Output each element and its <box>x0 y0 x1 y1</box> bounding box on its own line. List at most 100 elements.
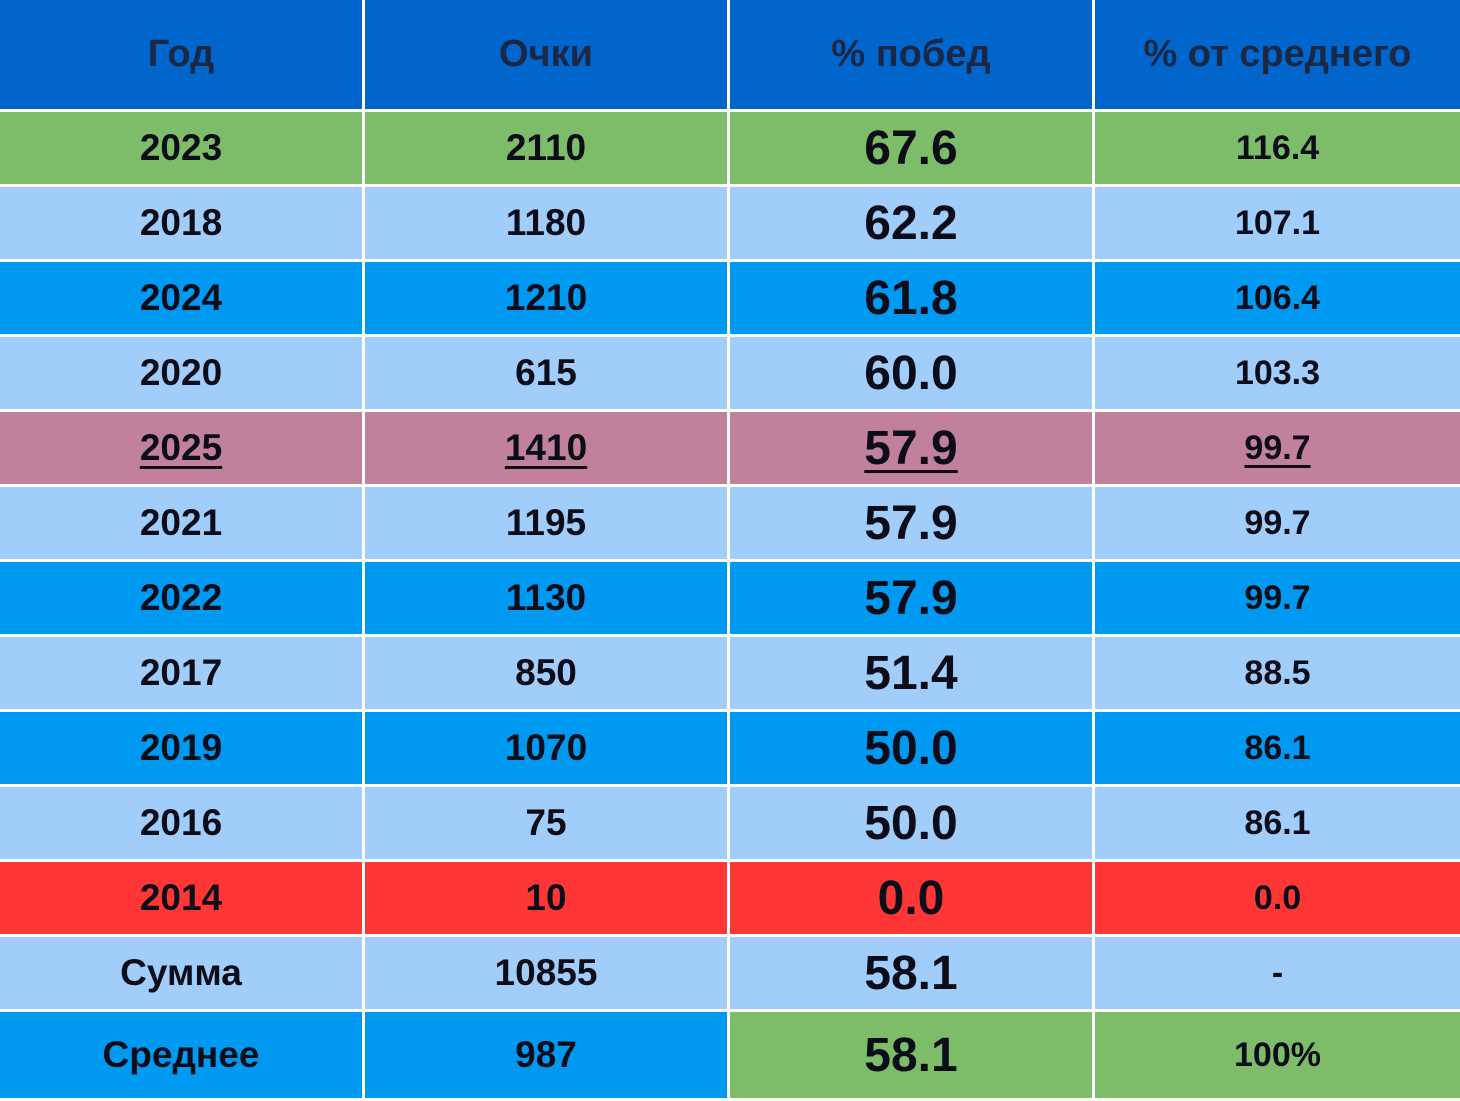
row-cell: 107.1 <box>1095 187 1460 262</box>
row-text: 106.4 <box>1234 278 1321 317</box>
row-cell: 850 <box>365 637 730 712</box>
row-cell: 615 <box>365 337 730 412</box>
row-text: 1070 <box>504 727 588 768</box>
row-text: 2024 <box>139 277 223 318</box>
row-cell: 100% <box>1095 1012 1460 1101</box>
row-cell: 75 <box>365 787 730 862</box>
row-cell: 1410 <box>365 412 730 487</box>
row-text: 2017 <box>139 652 223 693</box>
row-cell: 106.4 <box>1095 262 1460 337</box>
row-text: 57.9 <box>864 496 958 550</box>
row-text: - <box>1271 953 1284 992</box>
row-cell: 987 <box>365 1012 730 1101</box>
header-cell: Год <box>0 0 365 112</box>
row-text: 1210 <box>504 277 588 318</box>
row-cell: 99.7 <box>1095 562 1460 637</box>
row-text: 987 <box>515 1034 577 1075</box>
row-cell: 2018 <box>0 187 365 262</box>
row-cell: 67.6 <box>730 112 1095 187</box>
row-cell: 50.0 <box>730 712 1095 787</box>
row-text: 103.3 <box>1234 353 1321 392</box>
row-cell: 1130 <box>365 562 730 637</box>
row-text: 50.0 <box>864 721 958 775</box>
row-text: 51.4 <box>864 646 958 700</box>
row-text: 2014 <box>139 877 223 918</box>
row-cell: 2022 <box>0 562 365 637</box>
row-cell: 99.7 <box>1095 487 1460 562</box>
row-cell: Среднее <box>0 1012 365 1101</box>
row-cell: 1180 <box>365 187 730 262</box>
row-cell: 99.7 <box>1095 412 1460 487</box>
row-text: 0.0 <box>877 871 945 925</box>
row-text: 99.7 <box>1244 578 1311 617</box>
row-text: 60.0 <box>864 346 958 400</box>
row-cell: 58.1 <box>730 1012 1095 1101</box>
row-text: 2022 <box>139 577 223 618</box>
header-text: % от среднего <box>1143 33 1412 75</box>
row-cell: 62.2 <box>730 187 1095 262</box>
row-text: 2110 <box>505 127 587 168</box>
row-text: 61.8 <box>864 271 958 325</box>
row-text: 1130 <box>505 577 587 618</box>
row-cell: 86.1 <box>1095 787 1460 862</box>
row-cell: 50.0 <box>730 787 1095 862</box>
header-text: Год <box>147 33 215 75</box>
row-text: 75 <box>525 802 567 843</box>
header-text: % побед <box>831 33 991 75</box>
row-text: 2019 <box>139 727 223 768</box>
row-text: Среднее <box>102 1034 260 1075</box>
row-text: 86.1 <box>1244 728 1311 767</box>
row-cell: 57.9 <box>730 562 1095 637</box>
row-cell: 10 <box>365 862 730 937</box>
row-text: 58.1 <box>864 1028 958 1082</box>
row-cell: 1195 <box>365 487 730 562</box>
row-cell: 0.0 <box>730 862 1095 937</box>
row-text: 10855 <box>494 952 598 993</box>
row-text: 107.1 <box>1234 203 1321 242</box>
row-text: 2020 <box>139 352 223 393</box>
row-text: 57.9 <box>864 571 958 625</box>
row-cell: 51.4 <box>730 637 1095 712</box>
row-text: 62.2 <box>864 196 958 250</box>
row-text: 57.9 <box>864 421 958 475</box>
row-text: 2021 <box>139 502 223 543</box>
row-cell: 57.9 <box>730 487 1095 562</box>
row-cell: 2014 <box>0 862 365 937</box>
row-text: 1195 <box>505 502 587 543</box>
row-cell: 61.8 <box>730 262 1095 337</box>
row-text: 58.1 <box>864 946 958 1000</box>
row-text: 1410 <box>504 427 588 468</box>
row-text: 116.4 <box>1235 128 1320 167</box>
row-text: 99.7 <box>1244 503 1311 542</box>
row-text: 86.1 <box>1244 803 1311 842</box>
row-cell: 10855 <box>365 937 730 1012</box>
row-cell: 2023 <box>0 112 365 187</box>
row-text: 850 <box>515 652 577 693</box>
row-text: 67.6 <box>864 121 958 175</box>
row-text: 2025 <box>139 427 223 468</box>
row-cell: 88.5 <box>1095 637 1460 712</box>
row-cell: 103.3 <box>1095 337 1460 412</box>
row-cell: 2021 <box>0 487 365 562</box>
row-cell: 1210 <box>365 262 730 337</box>
header-cell: % от среднего <box>1095 0 1460 112</box>
row-cell: 1070 <box>365 712 730 787</box>
row-text: 2016 <box>139 802 223 843</box>
row-cell: 57.9 <box>730 412 1095 487</box>
row-text: 50.0 <box>864 796 958 850</box>
row-cell: 2020 <box>0 337 365 412</box>
row-text: 1180 <box>505 202 587 243</box>
row-text: 2018 <box>139 202 223 243</box>
header-text: Очки <box>499 33 593 75</box>
row-cell: 2110 <box>365 112 730 187</box>
header-cell: Очки <box>365 0 730 112</box>
row-cell: 2024 <box>0 262 365 337</box>
row-cell: 0.0 <box>1095 862 1460 937</box>
header-cell: % побед <box>730 0 1095 112</box>
row-cell: 2017 <box>0 637 365 712</box>
row-cell: 86.1 <box>1095 712 1460 787</box>
row-cell: 2016 <box>0 787 365 862</box>
row-text: 2023 <box>139 127 223 168</box>
